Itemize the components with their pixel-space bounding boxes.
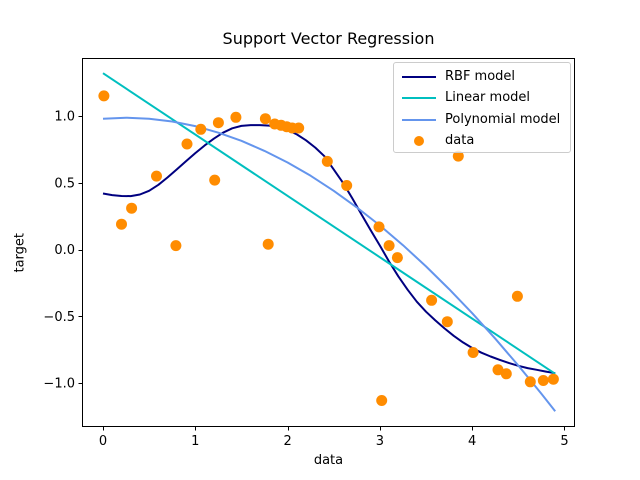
data-point — [452, 150, 464, 162]
chart-title: Support Vector Regression — [222, 29, 435, 48]
data-point — [181, 138, 193, 150]
data-point — [126, 202, 138, 214]
y-tick-label: 0.0 — [54, 243, 75, 258]
data-point — [547, 373, 559, 385]
data-point — [524, 376, 536, 388]
data-point — [391, 252, 403, 264]
dot-icon — [414, 136, 424, 147]
data-point — [209, 174, 221, 186]
legend-dot-marker — [402, 136, 436, 147]
legend: RBF model Linear model Polynomial model dat… — [393, 62, 571, 153]
x-axis-label: data — [313, 453, 344, 468]
data-point — [426, 294, 438, 306]
legend-item: data — [394, 131, 570, 153]
legend-line-sample — [402, 97, 436, 100]
line-icon — [402, 75, 436, 78]
data-point — [230, 111, 242, 123]
data-point — [262, 238, 274, 250]
legend-item: RBF model — [394, 66, 570, 88]
legend-item: Polynomial model — [394, 109, 570, 131]
data-point — [511, 290, 523, 302]
data-point — [212, 117, 224, 129]
legend-item: Linear model — [394, 88, 570, 110]
data-point — [293, 122, 305, 134]
y-tick-label: 0.5 — [54, 176, 75, 191]
data-point — [195, 123, 207, 135]
y-tick-label: 1.0 — [54, 109, 75, 124]
data-point — [98, 90, 110, 102]
legend-item-label: data — [445, 133, 475, 149]
data-point — [373, 221, 385, 233]
data-point — [467, 347, 479, 358]
data-point — [537, 375, 549, 386]
data-point — [116, 218, 127, 230]
y-axis-label-text: target — [12, 233, 27, 273]
legend-item-label: RBF model — [445, 68, 516, 84]
data-point — [341, 180, 353, 191]
data-point — [151, 170, 162, 182]
x-tick-label: 1 — [191, 434, 199, 449]
data-point — [383, 240, 395, 252]
y-tick-label: −0.5 — [43, 310, 75, 325]
x-tick-label: 4 — [468, 434, 476, 449]
legend-line-sample — [402, 118, 436, 121]
data-point — [321, 155, 333, 167]
x-tick-label: 2 — [283, 434, 291, 449]
data-point — [500, 368, 512, 380]
data-point — [376, 395, 388, 406]
legend-line-sample — [402, 75, 436, 78]
legend-item-label: Polynomial model — [445, 111, 561, 127]
x-tick-label: 5 — [560, 434, 568, 449]
line-icon — [402, 118, 436, 121]
legend-item-label: Linear model — [445, 90, 531, 106]
data-point — [259, 113, 271, 125]
y-tick-label: −1.0 — [43, 377, 75, 392]
data-point — [441, 316, 453, 328]
series-line-polynomial — [102, 116, 556, 412]
data-point — [492, 364, 504, 376]
line-icon — [402, 97, 436, 100]
x-tick-label: 0 — [99, 434, 107, 449]
x-tick-label: 3 — [376, 434, 384, 449]
data-point — [170, 240, 182, 252]
